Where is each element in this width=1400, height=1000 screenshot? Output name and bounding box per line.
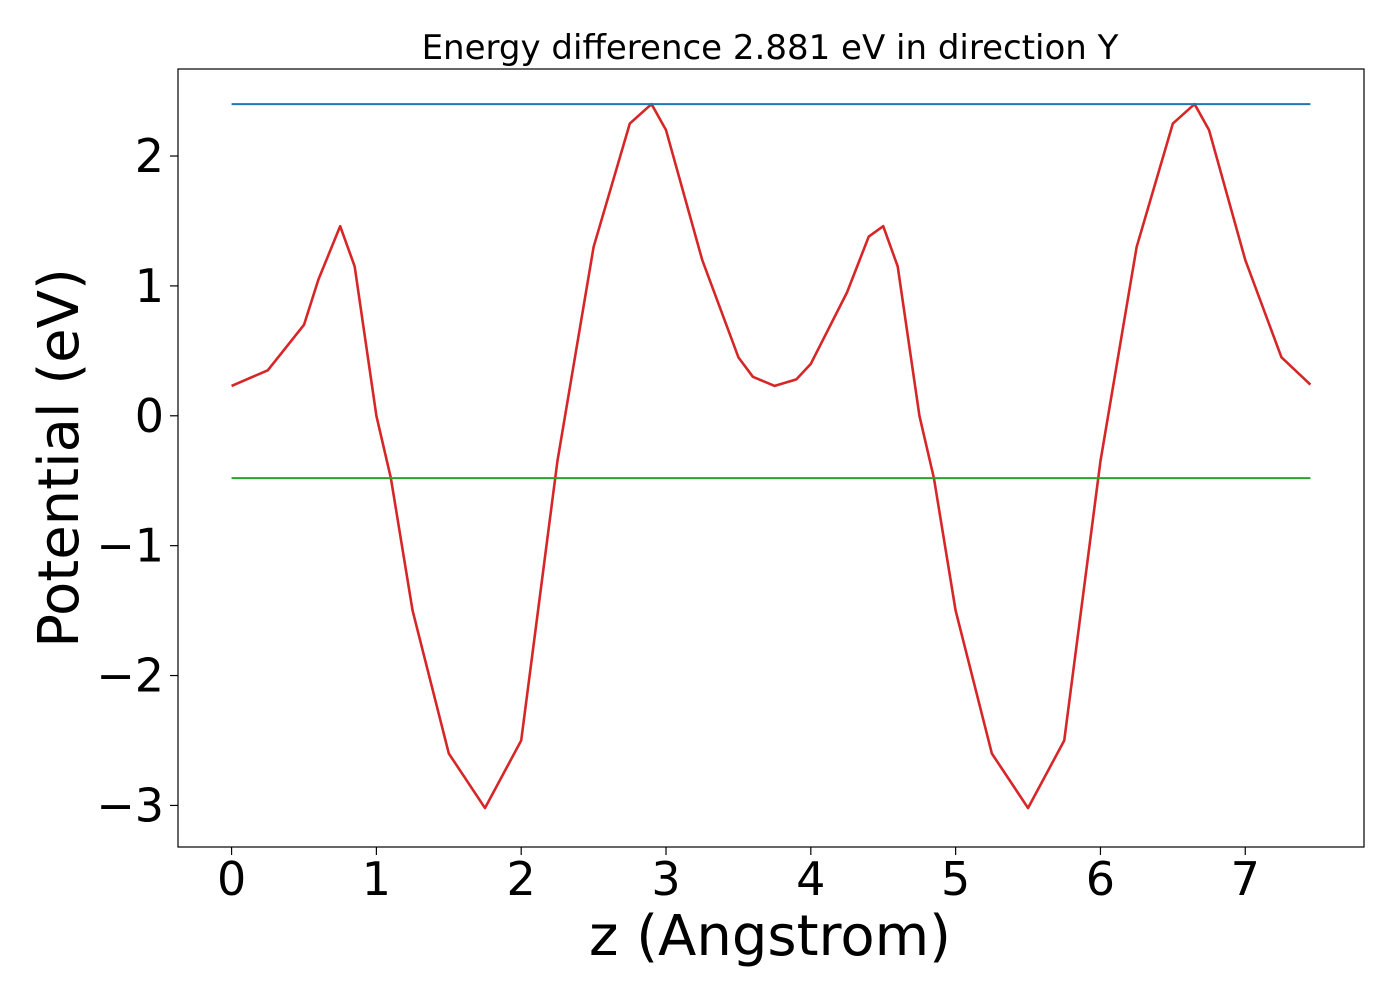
x-tick-label: 6 — [1086, 852, 1115, 906]
x-tick-label: 2 — [507, 852, 536, 906]
x-tick-label: 1 — [362, 852, 391, 906]
y-axis-label: Potential (eV) — [27, 268, 92, 648]
x-tick-label: 7 — [1231, 852, 1260, 906]
x-axis: 0 1 2 3 4 5 6 7 — [217, 847, 1260, 906]
y-tick-label: −1 — [96, 519, 164, 573]
x-tick-label: 5 — [941, 852, 970, 906]
y-tick-label: 0 — [135, 389, 164, 443]
y-tick-label: 2 — [135, 129, 164, 183]
y-tick-label: −3 — [96, 778, 164, 832]
series-layer — [231, 102, 1312, 810]
y-tick-label: 1 — [135, 259, 164, 313]
x-tick-label: 4 — [796, 852, 825, 906]
series-line-1 — [231, 102, 1312, 810]
x-tick-label: 0 — [217, 852, 246, 906]
x-axis-label: z (Angstrom) — [589, 904, 951, 969]
plot-frame — [177, 68, 1365, 848]
y-axis: 2 1 0 −1 −2 −3 — [96, 129, 178, 832]
x-tick-label: 3 — [651, 852, 680, 906]
chart-title: Energy difference 2.881 eV in direction … — [422, 28, 1119, 68]
y-tick-label: −2 — [96, 649, 164, 703]
